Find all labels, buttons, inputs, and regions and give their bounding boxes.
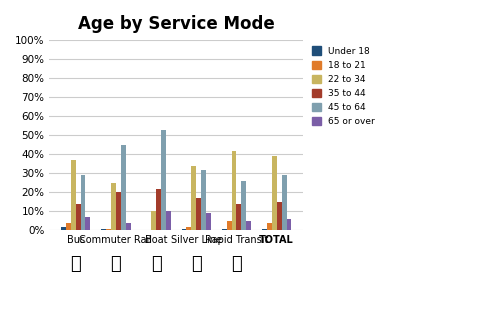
Bar — [222, 228, 227, 230]
Bar — [116, 193, 121, 230]
Title: Age by Service Mode: Age by Service Mode — [78, 15, 274, 33]
Bar — [85, 217, 91, 230]
Bar — [80, 175, 85, 230]
Text: 🚌: 🚌 — [70, 255, 81, 273]
Bar — [161, 130, 166, 230]
Bar — [111, 183, 116, 230]
Bar — [76, 204, 80, 230]
Bar — [282, 175, 286, 230]
Bar — [182, 228, 186, 230]
Bar — [125, 223, 131, 230]
Bar — [201, 170, 206, 230]
Bar — [227, 221, 231, 230]
Bar — [241, 181, 246, 230]
Bar — [151, 211, 156, 230]
Text: 🚢: 🚢 — [151, 255, 161, 273]
Bar — [186, 227, 191, 230]
Bar — [286, 219, 291, 230]
Bar — [206, 213, 211, 230]
Bar — [156, 188, 161, 230]
Bar — [61, 227, 66, 230]
Bar — [262, 228, 267, 230]
Bar — [66, 223, 71, 230]
Bar — [166, 211, 171, 230]
Bar — [246, 221, 251, 230]
Text: 🚌: 🚌 — [191, 255, 202, 273]
Bar — [272, 156, 277, 230]
Text: 🚈: 🚈 — [231, 255, 242, 273]
Bar — [106, 228, 111, 230]
Bar — [277, 202, 282, 230]
Text: 🚆: 🚆 — [111, 255, 121, 273]
Bar — [231, 151, 237, 230]
Bar — [191, 166, 196, 230]
Bar — [237, 204, 241, 230]
Bar — [101, 228, 106, 230]
Bar — [71, 160, 76, 230]
Bar — [196, 198, 201, 230]
Bar — [121, 145, 125, 230]
Bar — [267, 223, 272, 230]
Legend: Under 18, 18 to 21, 22 to 34, 35 to 44, 45 to 64, 65 or over: Under 18, 18 to 21, 22 to 34, 35 to 44, … — [310, 45, 376, 128]
